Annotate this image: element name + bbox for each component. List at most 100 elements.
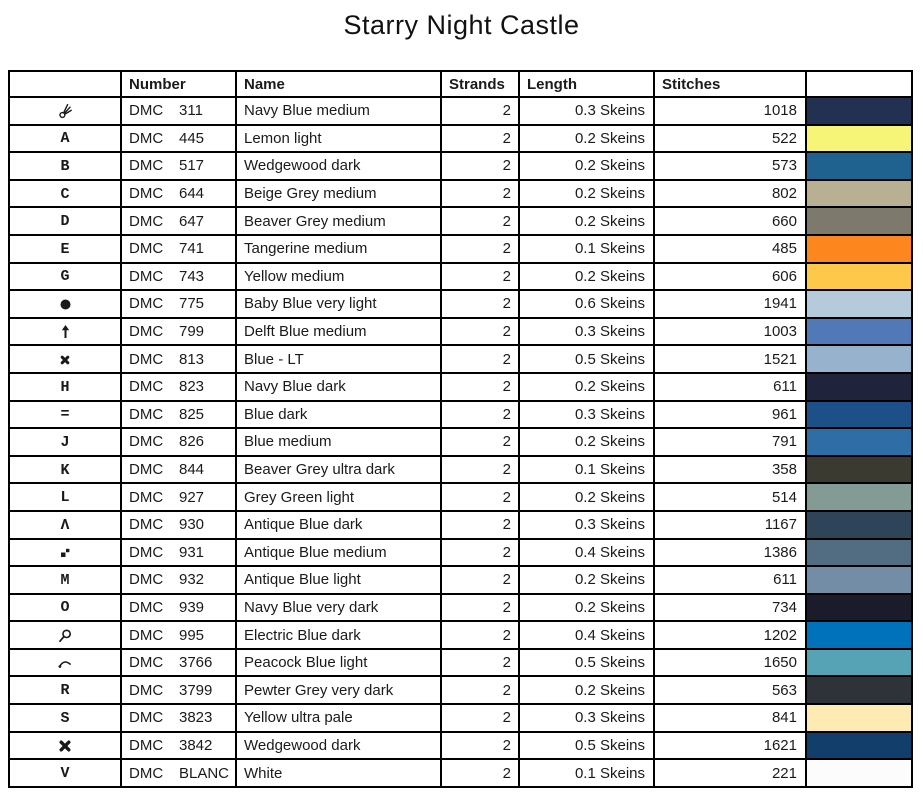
symbol-cell: G xyxy=(8,261,122,292)
table-row: DMC 799 Delft Blue medium 2 0.3 Skeins 1003 xyxy=(8,316,913,347)
length-cell: 0.3 Skeins xyxy=(518,509,655,540)
color-code: 3799 xyxy=(179,681,213,699)
strands-cell: 2 xyxy=(440,151,520,181)
strands-cell: 2 xyxy=(440,592,520,623)
strands-cell: 2 xyxy=(440,675,520,706)
color-name-cell: Peacock Blue light xyxy=(235,647,442,678)
color-code: 3823 xyxy=(179,709,213,727)
symbol-cell: K xyxy=(8,454,122,485)
header-stitches: Stitches xyxy=(653,70,807,98)
shears-icon xyxy=(58,104,72,119)
table-row: E DMC 741 Tangerine medium 2 0.1 Skeins 485 xyxy=(8,233,913,264)
stitches-cell: 1621 xyxy=(653,730,807,761)
color-code: 445 xyxy=(179,129,205,147)
number-cell: DMC BLANC xyxy=(120,758,237,788)
number-cell: DMC 931 xyxy=(120,537,237,568)
color-swatch xyxy=(805,730,913,761)
diagonal-squares-icon xyxy=(60,549,69,558)
symbol-glyph: J xyxy=(60,433,70,451)
length-cell: 0.3 Skeins xyxy=(518,316,655,347)
number-cell: DMC 3823 xyxy=(120,703,237,733)
stitches-cell: 1521 xyxy=(653,344,807,374)
length-cell: 0.3 Skeins xyxy=(518,703,655,733)
color-name-cell: Baby Blue very light xyxy=(235,289,442,319)
table-row: G DMC 743 Yellow medium 2 0.2 Skeins 606 xyxy=(8,261,913,292)
length-cell: 0.5 Skeins xyxy=(518,730,655,761)
table-row: V DMC BLANC White 2 0.1 Skeins 221 xyxy=(8,758,913,788)
strands-cell: 2 xyxy=(440,399,520,430)
number-cell: DMC 825 xyxy=(120,399,237,430)
symbol-cell: E xyxy=(8,233,122,264)
color-swatch xyxy=(805,316,913,347)
symbol-glyph: G xyxy=(60,268,70,286)
color-swatch xyxy=(805,758,913,788)
color-swatch xyxy=(805,537,913,568)
symbol-cell: V xyxy=(8,758,122,788)
stitches-cell: 660 xyxy=(653,206,807,236)
symbol-cell: = xyxy=(8,399,122,430)
color-swatch xyxy=(805,206,913,236)
arc-dot-icon xyxy=(58,661,72,668)
brand-label: DMC xyxy=(129,654,164,672)
color-swatch xyxy=(805,675,913,706)
color-code: 775 xyxy=(179,295,205,313)
stitches-cell: 734 xyxy=(653,592,807,623)
color-code: 311 xyxy=(179,102,203,120)
brand-label: DMC xyxy=(129,433,164,451)
brand-label: DMC xyxy=(129,212,164,230)
strands-cell: 2 xyxy=(440,482,520,512)
stitches-cell: 1018 xyxy=(653,96,807,126)
table-row: M DMC 932 Antique Blue light 2 0.2 Skeins 611 xyxy=(8,565,913,595)
symbol-glyph: M xyxy=(60,571,70,589)
color-swatch xyxy=(805,96,913,126)
color-name-cell: Blue medium xyxy=(235,427,442,457)
strands-cell: 2 xyxy=(440,703,520,733)
strands-cell: 2 xyxy=(440,730,520,761)
strands-cell: 2 xyxy=(440,509,520,540)
color-name-cell: Blue dark xyxy=(235,399,442,430)
color-name-cell: Beaver Grey medium xyxy=(235,206,442,236)
table-row: DMC 931 Antique Blue medium 2 0.4 Skeins 1386 xyxy=(8,537,913,568)
color-swatch xyxy=(805,233,913,264)
table-row: L DMC 927 Grey Green light 2 0.2 Skeins 514 xyxy=(8,482,913,512)
brand-label: DMC xyxy=(129,543,164,561)
color-name-cell: Lemon light xyxy=(235,123,442,154)
color-swatch xyxy=(805,620,913,650)
symbol-cell: H xyxy=(8,371,122,402)
table-row: S DMC 3823 Yellow ultra pale 2 0.3 Skeins 841 xyxy=(8,703,913,733)
symbol-glyph: E xyxy=(60,240,70,258)
color-code: 647 xyxy=(179,212,205,230)
brand-label: DMC xyxy=(129,598,164,616)
header-number: Number xyxy=(120,70,237,98)
symbol-glyph: H xyxy=(60,378,70,396)
strands-cell: 2 xyxy=(440,620,520,650)
number-cell: DMC 3766 xyxy=(120,647,237,678)
stitches-cell: 563 xyxy=(653,675,807,706)
color-name-cell: Wedgewood dark xyxy=(235,730,442,761)
color-swatch xyxy=(805,371,913,402)
brand-label: DMC xyxy=(129,267,164,285)
strands-cell: 2 xyxy=(440,289,520,319)
brand-label: DMC xyxy=(129,516,164,534)
strands-cell: 2 xyxy=(440,96,520,126)
brand-label: DMC xyxy=(129,626,164,644)
color-name-cell: Antique Blue light xyxy=(235,565,442,595)
color-name-cell: Antique Blue medium xyxy=(235,537,442,568)
number-cell: DMC 445 xyxy=(120,123,237,154)
stitches-cell: 573 xyxy=(653,151,807,181)
color-code: 927 xyxy=(179,488,205,506)
strands-cell: 2 xyxy=(440,233,520,264)
header-name: Name xyxy=(235,70,442,98)
heavy-asterisk-icon xyxy=(60,355,70,364)
number-cell: DMC 844 xyxy=(120,454,237,485)
table-row: DMC 3766 Peacock Blue light 2 0.5 Skeins 1650 xyxy=(8,647,913,678)
color-name-cell: Electric Blue dark xyxy=(235,620,442,650)
number-cell: DMC 930 xyxy=(120,509,237,540)
brand-label: DMC xyxy=(129,323,164,341)
strands-cell: 2 xyxy=(440,454,520,485)
stitches-cell: 802 xyxy=(653,178,807,209)
length-cell: 0.2 Skeins xyxy=(518,482,655,512)
symbol-glyph: L xyxy=(60,489,70,507)
header-swatch xyxy=(805,70,913,98)
